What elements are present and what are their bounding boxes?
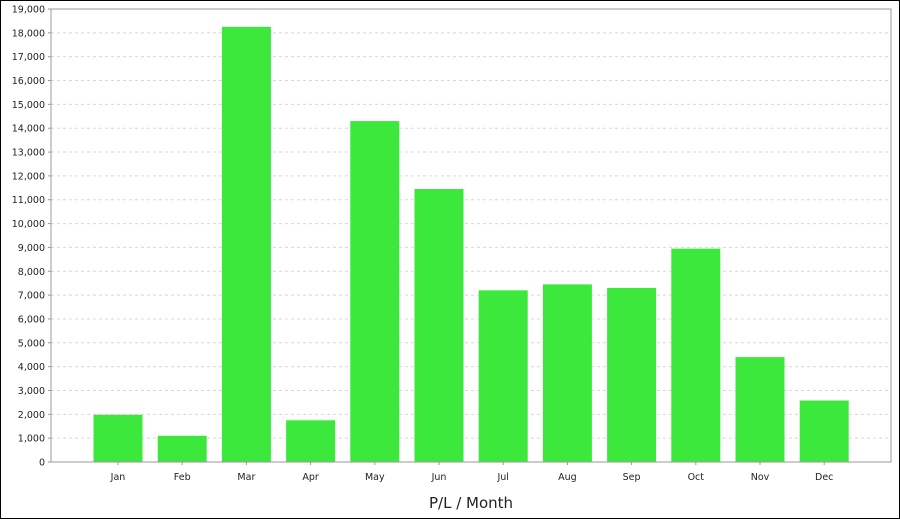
y-tick-label: 11,000 [12, 195, 45, 206]
y-tick-label: 0 [39, 458, 45, 469]
x-tick-label: Dec [815, 472, 833, 483]
y-tick-label: 18,000 [12, 28, 45, 39]
y-tick-label: 10,000 [12, 219, 45, 230]
bar-sep [607, 287, 657, 462]
bar-nov [735, 357, 785, 462]
x-tick-label: Jun [431, 472, 447, 483]
y-tick-label: 19,000 [12, 5, 45, 16]
x-tick-label: Apr [302, 472, 319, 483]
y-tick-label: 4,000 [18, 362, 45, 373]
x-tick-label: Nov [751, 472, 770, 483]
y-tick-label: 1,000 [18, 434, 45, 445]
bars [93, 26, 849, 463]
bar-may [350, 121, 400, 462]
x-tick-label: Jul [496, 472, 508, 483]
y-tick-labels: 0 1,000 2,000 3,000 4,000 5,000 6,000 7,000 8,00… [12, 5, 51, 469]
bar-dec [799, 400, 849, 462]
bar-apr [286, 420, 336, 462]
x-tick-labels: Jan Feb Mar Apr May Jun Jul Aug Sep Oct Nov Dec [110, 462, 833, 483]
x-tick-label: Sep [623, 472, 641, 483]
bar-jul [478, 290, 528, 462]
axes [50, 8, 892, 463]
y-tick-label: 9,000 [18, 243, 45, 254]
y-tick-label: 5,000 [18, 338, 45, 349]
x-axis-title: P/L / Month [429, 494, 513, 512]
bar-jan [93, 414, 143, 462]
y-tick-label: 12,000 [12, 171, 45, 182]
x-tick-label: Aug [558, 472, 577, 483]
bar-mar [221, 26, 271, 462]
y-tick-label: 13,000 [12, 148, 45, 159]
y-tick-label: 15,000 [12, 100, 45, 111]
bar-oct [671, 248, 721, 462]
x-tick-label: Jan [110, 472, 126, 483]
x-tick-label: Oct [688, 472, 705, 483]
x-tick-label: May [365, 472, 385, 483]
y-tick-label: 14,000 [12, 124, 45, 135]
y-tick-label: 3,000 [18, 386, 45, 397]
gridlines [51, 8, 891, 439]
y-tick-label: 2,000 [18, 410, 45, 421]
y-tick-label: 7,000 [18, 291, 45, 302]
plot-border [50, 8, 892, 463]
bar-aug [542, 284, 592, 462]
x-tick-label: Mar [237, 472, 255, 483]
y-tick-label: 16,000 [12, 76, 45, 87]
bar-feb [157, 435, 207, 462]
x-tick-label: Feb [174, 472, 191, 483]
bar-jun [414, 189, 464, 463]
y-tick-label: 8,000 [18, 267, 45, 278]
y-tick-label: 6,000 [18, 314, 45, 325]
y-tick-label: 17,000 [12, 52, 45, 63]
